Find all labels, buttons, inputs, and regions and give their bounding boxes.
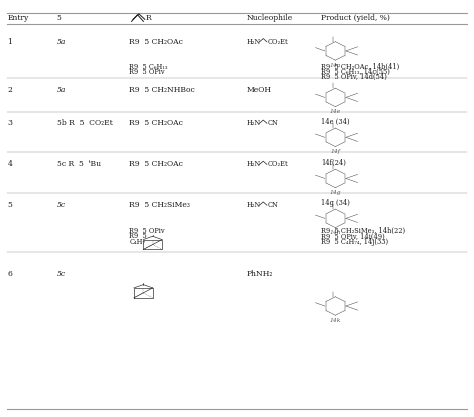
Text: 14h: 14h	[329, 230, 341, 235]
Text: R9  5 OPiv: R9 5 OPiv	[129, 227, 165, 235]
Text: H₂N: H₂N	[246, 201, 261, 209]
Text: 6: 6	[8, 270, 12, 278]
Text: CN: CN	[268, 201, 279, 209]
Text: 14g (34): 14g (34)	[321, 199, 350, 207]
Text: 4: 4	[8, 161, 12, 168]
Text: 5c R  5  ᵗBu: 5c R 5 ᵗBu	[57, 161, 100, 168]
Text: H₂N: H₂N	[246, 161, 261, 168]
Text: H₂N: H₂N	[246, 119, 261, 127]
Text: R9  5: R9 5	[129, 233, 147, 241]
Text: 14g: 14g	[329, 190, 341, 195]
Text: 5: 5	[8, 201, 12, 209]
Text: 14f(24): 14f(24)	[321, 159, 346, 167]
Text: R9  5 C₄H₇₄, 14j(33): R9 5 C₄H₇₄, 14j(33)	[321, 238, 389, 246]
Text: R9  5 OPiv, 14i(49): R9 5 OPiv, 14i(49)	[321, 233, 385, 241]
Text: Entry: Entry	[8, 15, 29, 23]
Text: 5a: 5a	[57, 38, 66, 46]
Text: R9  5 CH₂NHBoc: R9 5 CH₂NHBoc	[129, 86, 195, 94]
Text: 14f: 14f	[330, 149, 340, 154]
Text: 5b R  5  CO₂Et: 5b R 5 CO₂Et	[57, 119, 112, 127]
Text: 5c: 5c	[57, 270, 66, 278]
Text: R9  5 OPiv: R9 5 OPiv	[129, 68, 165, 76]
Text: 5: 5	[57, 15, 62, 23]
Text: R9  5 CH₂SiMe₃: R9 5 CH₂SiMe₃	[129, 201, 190, 209]
Text: R9  5 CH₂OAc: R9 5 CH₂OAc	[129, 161, 183, 168]
Text: R9  5 CH₂OAc, 14b(41): R9 5 CH₂OAc, 14b(41)	[321, 63, 400, 70]
Text: 5c: 5c	[57, 201, 66, 209]
Text: 1: 1	[8, 38, 12, 46]
Text: 14k: 14k	[330, 318, 341, 323]
Text: 3: 3	[8, 119, 12, 127]
Text: 2: 2	[8, 86, 12, 94]
Text: R9  5 OPiv, 14d(54): R9 5 OPiv, 14d(54)	[321, 73, 387, 81]
Text: C₄H₇: C₄H₇	[129, 238, 145, 246]
Text: CO₂Et: CO₂Et	[268, 161, 289, 168]
Text: MeOH: MeOH	[246, 86, 272, 94]
Text: PhNH₂: PhNH₂	[246, 270, 273, 278]
Text: R9  5 C₆H₁₃: R9 5 C₆H₁₃	[129, 63, 168, 70]
Text: 14e: 14e	[330, 109, 341, 114]
Text: R9  5 CH₂OAc: R9 5 CH₂OAc	[129, 119, 183, 127]
Text: CN: CN	[268, 119, 279, 127]
Text: 14a: 14a	[330, 63, 341, 68]
Text: 14e (34): 14e (34)	[321, 118, 350, 126]
Text: R: R	[146, 15, 152, 23]
Text: Product (yield, %): Product (yield, %)	[321, 15, 390, 23]
Text: Nucleophile: Nucleophile	[246, 15, 292, 23]
Text: 5a: 5a	[57, 86, 66, 94]
Text: R9  5 CH₂SiMe₃, 14h(22): R9 5 CH₂SiMe₃, 14h(22)	[321, 227, 405, 235]
Text: H₂N: H₂N	[246, 38, 261, 46]
Text: CO₂Et: CO₂Et	[268, 38, 289, 46]
Text: R9  5 C₆H₁₃, 14c(55): R9 5 C₆H₁₃, 14c(55)	[321, 68, 390, 76]
Text: R9  5 CH₂OAc: R9 5 CH₂OAc	[129, 38, 183, 46]
